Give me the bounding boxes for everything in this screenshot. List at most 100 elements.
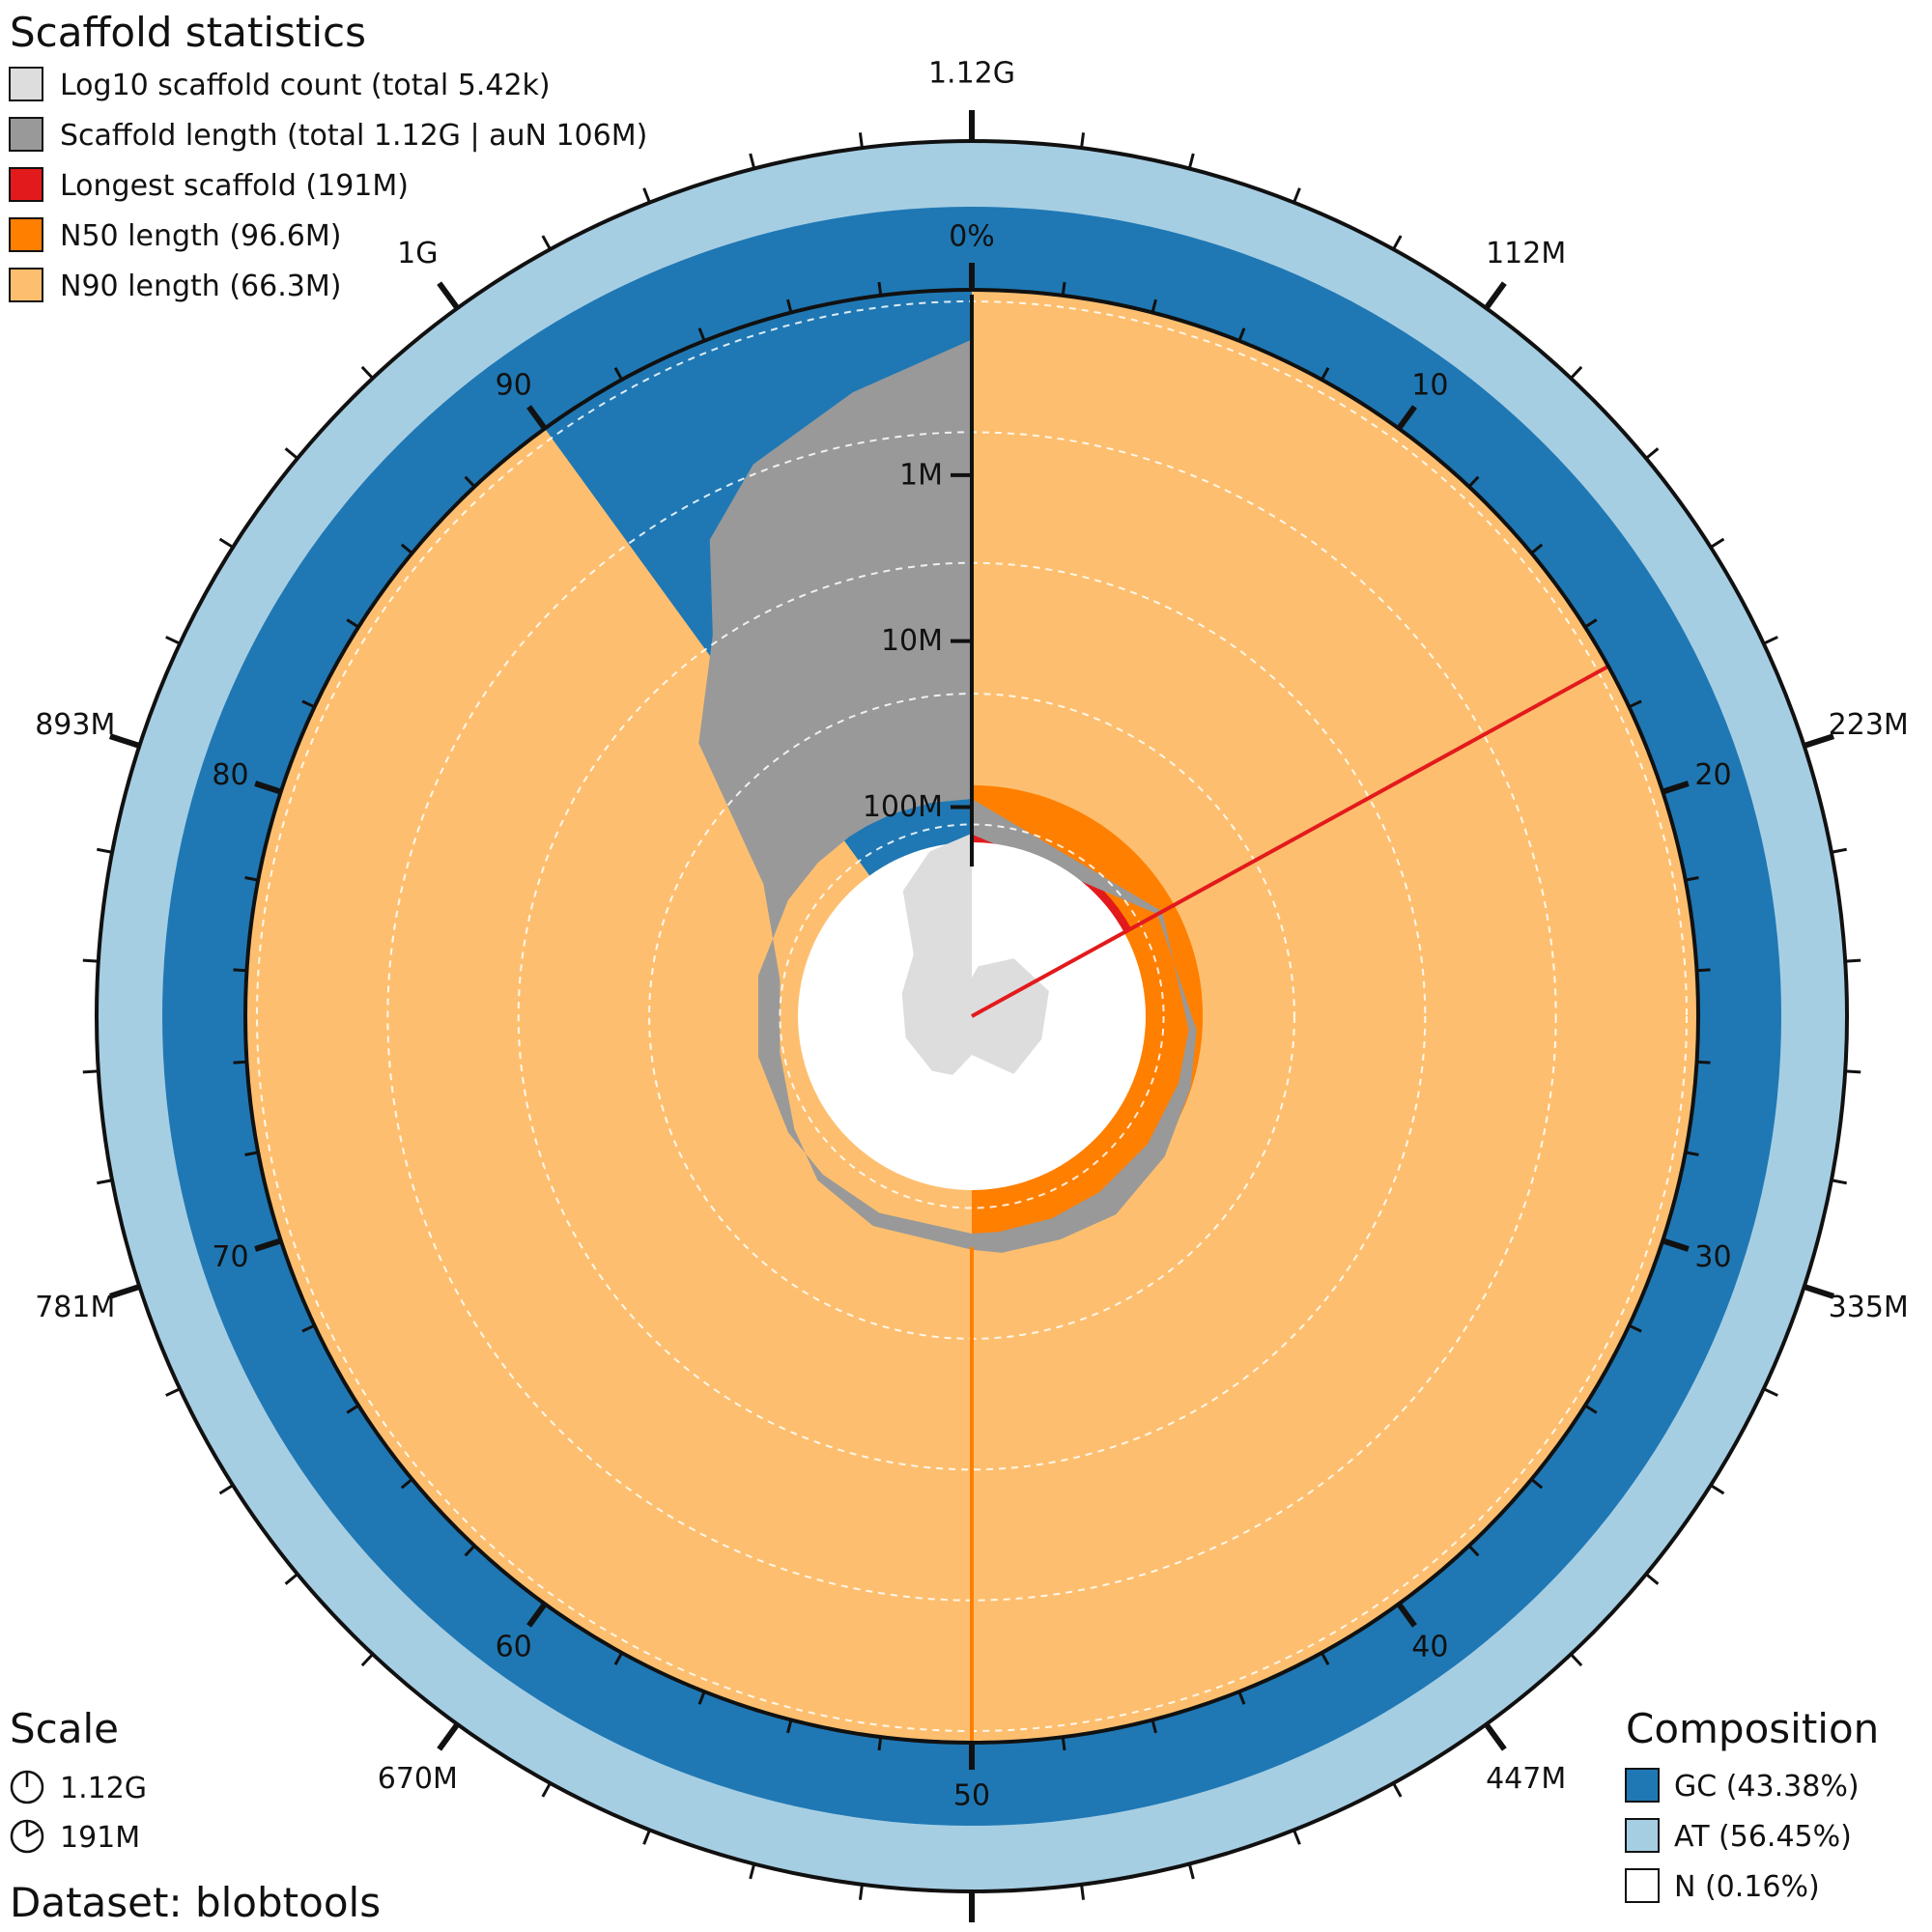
length-tick bbox=[165, 636, 181, 645]
length-tick bbox=[541, 1782, 552, 1798]
percent-tick bbox=[1628, 699, 1642, 709]
percent-tick bbox=[613, 367, 624, 381]
percent-tick bbox=[1662, 1237, 1690, 1252]
length-tick bbox=[1803, 1284, 1835, 1299]
length-tick bbox=[1187, 1863, 1195, 1880]
length-tick bbox=[1645, 1573, 1660, 1585]
radial-tick-label: 1M bbox=[899, 458, 943, 492]
percent-tick bbox=[1530, 1478, 1544, 1490]
percent-tick bbox=[1467, 1545, 1480, 1557]
scaffold-count-profile bbox=[901, 833, 1049, 1075]
percent-tick bbox=[346, 618, 359, 629]
percent-tick bbox=[1685, 875, 1699, 882]
length-tick bbox=[82, 1069, 99, 1074]
percent-tick bbox=[1061, 1736, 1066, 1751]
length-tick bbox=[642, 1829, 651, 1845]
length-tick bbox=[1293, 1829, 1301, 1845]
percent-tick bbox=[1696, 1060, 1711, 1065]
legend-label: N90 length (66.3M) bbox=[60, 270, 341, 303]
composition-swatch bbox=[1625, 1818, 1660, 1853]
scale-full-icon bbox=[10, 1770, 44, 1804]
percent-tick bbox=[254, 1237, 282, 1252]
percent-tick bbox=[1237, 327, 1246, 342]
length-tick-label: 893M bbox=[35, 708, 115, 742]
scale-title: Scale bbox=[10, 1705, 119, 1752]
percent-tick bbox=[1237, 1690, 1246, 1705]
scale-legend: Scale 1.12G 191M bbox=[10, 1705, 147, 1855]
percent-tick bbox=[613, 1652, 624, 1665]
length-tick bbox=[1845, 1069, 1861, 1074]
composition-label: AT (56.45%) bbox=[1674, 1820, 1852, 1854]
percent-tick bbox=[346, 1404, 359, 1414]
percent-tick bbox=[400, 1478, 413, 1490]
percent-tick bbox=[233, 968, 247, 973]
percent-tick-label: 60 bbox=[496, 1630, 532, 1663]
percent-tick bbox=[301, 699, 316, 709]
percent-tick-label: 10 bbox=[1411, 369, 1448, 403]
percent-tick bbox=[697, 327, 706, 342]
legend-label: N50 length (96.6M) bbox=[60, 219, 341, 253]
dataset-label: Dataset: blobtools bbox=[10, 1879, 381, 1926]
length-tick bbox=[218, 1484, 234, 1495]
length-tick bbox=[360, 365, 374, 380]
percent-tick bbox=[697, 1690, 706, 1705]
percent-tick bbox=[464, 475, 476, 488]
percent-tick bbox=[526, 1602, 548, 1628]
length-tick bbox=[1710, 537, 1725, 549]
legend-label: Longest scaffold (191M) bbox=[60, 169, 409, 203]
length-tick bbox=[1080, 1884, 1086, 1900]
radial-tick-label: 10M bbox=[881, 624, 943, 658]
length-tick-label: 781M bbox=[35, 1291, 115, 1324]
percent-tick bbox=[464, 1545, 476, 1557]
length-tick bbox=[749, 153, 756, 169]
length-tick bbox=[1392, 235, 1403, 250]
length-tick bbox=[1570, 365, 1583, 380]
percent-tick-label: 80 bbox=[212, 758, 248, 792]
length-tick bbox=[108, 733, 141, 749]
length-tick bbox=[108, 1284, 141, 1299]
percent-tick bbox=[1467, 475, 1480, 488]
percent-tick bbox=[1396, 1602, 1417, 1628]
percent-tick bbox=[786, 1719, 793, 1734]
percent-tick bbox=[1320, 1652, 1330, 1665]
percent-tick bbox=[1396, 405, 1417, 431]
percent-tick bbox=[244, 1151, 259, 1157]
scaffold-length-profile bbox=[698, 339, 1197, 1253]
length-tick bbox=[858, 132, 864, 149]
percent-tick bbox=[1696, 968, 1711, 973]
length-tick bbox=[1645, 447, 1660, 460]
length-tick bbox=[1803, 733, 1835, 749]
snail-plot-area: 0% 10 20 30 40 50 60 70 80 90 1.12G 112M 223M 335M 447… bbox=[35, 57, 1909, 1922]
percent-tick bbox=[1320, 367, 1330, 381]
composition-label: N (0.16%) bbox=[1674, 1870, 1820, 1904]
length-tick-label: 335M bbox=[1829, 1291, 1909, 1324]
length-tick bbox=[284, 1573, 298, 1585]
length-tick bbox=[1710, 1484, 1725, 1495]
percent-tick-label: 50 bbox=[953, 1779, 990, 1813]
length-tick bbox=[82, 958, 99, 963]
length-tick bbox=[1392, 1782, 1403, 1798]
scale-longest-icon bbox=[10, 1819, 44, 1854]
percent-tick-label: 30 bbox=[1694, 1240, 1731, 1274]
length-tick bbox=[858, 1884, 864, 1900]
legend-label: Log10 scaffold count (total 5.42k) bbox=[60, 69, 551, 102]
length-tick bbox=[1831, 847, 1847, 854]
percent-tick bbox=[1628, 1323, 1642, 1333]
length-tick-label: 670M bbox=[378, 1762, 458, 1796]
percent-tick-label: 0% bbox=[949, 220, 995, 254]
length-tick bbox=[97, 1179, 113, 1185]
length-tick bbox=[284, 447, 298, 460]
legend-label: Scaffold length (total 1.12G | auN 106M) bbox=[60, 119, 647, 153]
composition-legend: Composition GC (43.38%) AT (56.45%) N (0.1… bbox=[1625, 1705, 1879, 1904]
length-tick bbox=[1831, 1179, 1847, 1185]
percent-tick bbox=[1061, 281, 1066, 297]
percent-tick bbox=[877, 1736, 883, 1751]
length-tick-label: 447M bbox=[1486, 1762, 1566, 1796]
legend-swatch bbox=[9, 268, 43, 302]
length-tick bbox=[97, 847, 113, 854]
length-tick bbox=[165, 1387, 181, 1397]
percent-tick-label: 70 bbox=[212, 1240, 248, 1274]
percent-tick bbox=[1584, 1404, 1598, 1414]
percent-tick bbox=[1530, 543, 1544, 554]
